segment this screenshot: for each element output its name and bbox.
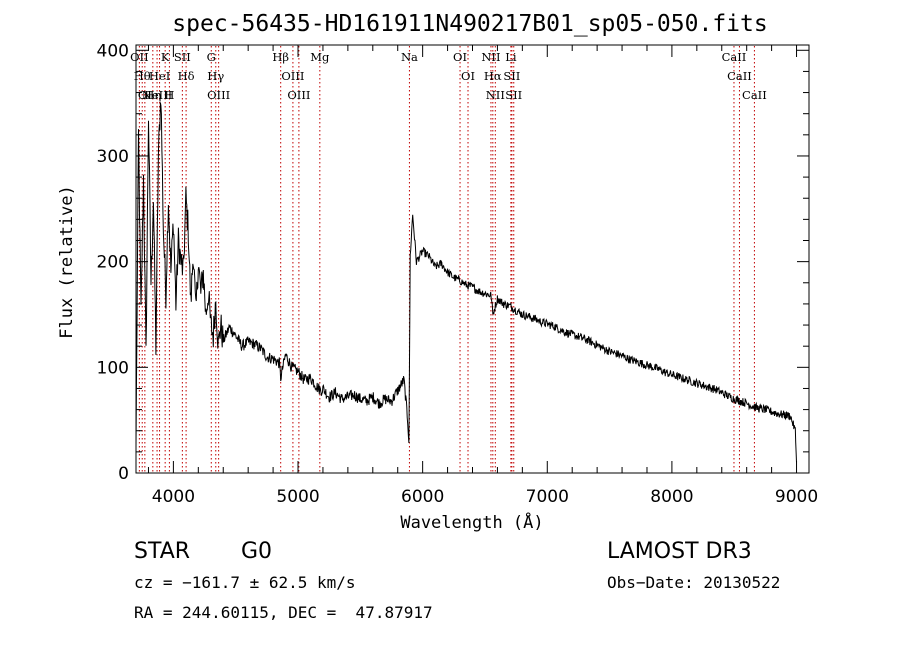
y-tick-label: 300 (97, 147, 129, 167)
marker-label: SII (505, 88, 522, 102)
marker-label: SII (174, 50, 191, 64)
marker-label: Li (505, 50, 517, 64)
object-class: STAR (134, 539, 191, 564)
object-subclass: G0 (241, 539, 273, 564)
coordinates: RA = 244.60115, DEC = 47.87917 (134, 603, 433, 622)
marker-label: SII (503, 69, 520, 83)
marker-label: Hγ (207, 69, 224, 83)
chart-title: spec-56435-HD161911N490217B01_sp05-050.f… (172, 11, 767, 37)
marker-label: Mg (310, 50, 330, 64)
marker-label: OII (130, 50, 149, 64)
marker-label: OI (461, 69, 475, 83)
marker-label: NeIII (142, 88, 173, 102)
marker-label: Hθ (134, 69, 151, 83)
line-marker-labels: OIIHθOIHηNeIIIHeIKHSIIHδGHγOIIIHβOIIIOII… (130, 50, 767, 102)
marker-label: CaII (742, 88, 767, 102)
marker-label: HeI (149, 69, 170, 83)
y-tick-label: 400 (97, 41, 129, 61)
y-axis-label: Flux (relative) (57, 185, 77, 339)
marker-label: K (161, 50, 170, 64)
marker-label: OIII (207, 88, 230, 102)
spectrum-series-line (135, 102, 797, 463)
marker-label: Hη (144, 88, 161, 102)
x-tick-label: 8000 (650, 487, 693, 507)
x-tick-label: 4000 (152, 487, 195, 507)
x-axis-label: Wavelength (Å) (400, 511, 543, 533)
plot-frame (135, 44, 810, 474)
marker-label: G (207, 50, 216, 64)
marker-label: OIII (281, 69, 304, 83)
x-tick-label: 5000 (276, 487, 319, 507)
redshift-velocity: cz = −161.7 ± 62.5 km/s (134, 573, 356, 592)
y-axis: 0 100 200 300 400 (97, 41, 809, 484)
marker-label: NII (481, 50, 500, 64)
line-markers (138, 46, 755, 473)
marker-label: CaII (722, 50, 747, 64)
observation-date: Obs−Date: 20130522 (607, 573, 781, 592)
y-tick-label: 0 (118, 464, 129, 484)
x-tick-label: 9000 (775, 487, 818, 507)
marker-label: OIII (287, 88, 310, 102)
y-tick-label: 200 (97, 253, 129, 273)
x-axis: 4000 5000 6000 7000 8000 9000 (147, 45, 818, 507)
marker-label: OI (138, 88, 152, 102)
marker-label: NII (486, 88, 505, 102)
marker-label: Hα (484, 69, 502, 83)
x-tick-label: 7000 (526, 487, 569, 507)
x-tick-label: 6000 (401, 487, 444, 507)
marker-label: H (164, 88, 174, 102)
marker-label: CaII (727, 69, 752, 83)
survey-name: LAMOST DR3 (607, 539, 752, 564)
marker-label: Hβ (272, 50, 289, 64)
marker-label: OI (453, 50, 467, 64)
marker-label: Na (401, 50, 418, 64)
y-tick-label: 100 (97, 358, 129, 378)
marker-label: Hδ (178, 69, 195, 83)
